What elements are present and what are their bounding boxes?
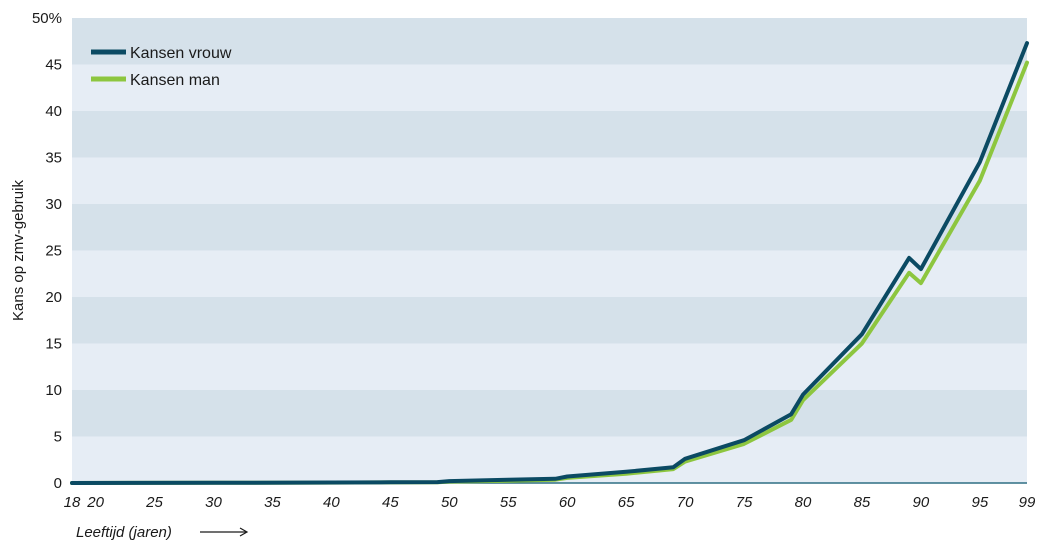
x-tick-label: 95: [971, 494, 988, 511]
grid-band: [72, 111, 1027, 158]
x-axis-arrow: [200, 527, 249, 537]
x-tick-label: 80: [795, 494, 812, 511]
y-tick-label: 25: [45, 243, 62, 260]
legend: Kansen vrouw Kansen man: [91, 45, 232, 89]
x-tick-label: 30: [205, 494, 222, 511]
x-tick-label: 18: [64, 494, 81, 511]
y-tick-label: 0: [54, 475, 62, 492]
x-tick-label: 60: [559, 494, 576, 511]
x-tick-label: 40: [323, 494, 340, 511]
y-tick-label: 10: [45, 382, 62, 399]
grid-bands: [72, 18, 1027, 483]
y-tick-label: 5: [54, 429, 62, 446]
y-tick-label: 15: [45, 336, 62, 353]
grid-band: [72, 204, 1027, 251]
x-axis-ticks: 18 20 25 30 35 40 45 50 55 60 65 70 75 80 85 90 95 99: [64, 494, 1036, 511]
x-tick-label: 50: [441, 494, 458, 511]
y-tick-label: 20: [45, 289, 62, 306]
series-lines: [70, 41, 1029, 485]
y-tick-label: 50%: [32, 10, 62, 27]
x-axis-label: Leeftijd (jaren): [76, 524, 172, 541]
y-axis-label: Kans op zmv-gebruik: [10, 180, 27, 321]
x-tick-label: 55: [500, 494, 517, 511]
grid-band: [72, 157, 1027, 204]
grid-band: [72, 250, 1027, 297]
x-tick-label: 20: [86, 494, 104, 511]
grid-band: [72, 436, 1027, 483]
grid-band: [72, 343, 1027, 390]
x-tick-label: 85: [854, 494, 871, 511]
grid-band: [72, 64, 1027, 111]
y-tick-label: 45: [45, 57, 62, 74]
legend-label-man: Kansen man: [130, 72, 220, 89]
y-tick-label: 30: [45, 196, 62, 213]
x-tick-label: 99: [1019, 494, 1036, 511]
y-axis-ticks: 0 5 10 15 20 25 30 35 40 45 50%: [32, 10, 62, 492]
x-tick-label: 70: [677, 494, 694, 511]
legend-label-vrouw: Kansen vrouw: [130, 45, 232, 62]
x-tick-label: 25: [145, 494, 163, 511]
x-tick-label: 75: [736, 494, 753, 511]
grid-band: [72, 390, 1027, 437]
x-tick-label: 45: [382, 494, 399, 511]
x-tick-label: 65: [618, 494, 635, 511]
series-line-vrouw: [70, 41, 1029, 485]
y-tick-label: 40: [45, 103, 62, 120]
grid-band: [72, 18, 1027, 65]
x-tick-label: 90: [913, 494, 930, 511]
x-tick-label: 35: [264, 494, 281, 511]
y-tick-label: 35: [45, 150, 62, 167]
grid-band: [72, 297, 1027, 344]
